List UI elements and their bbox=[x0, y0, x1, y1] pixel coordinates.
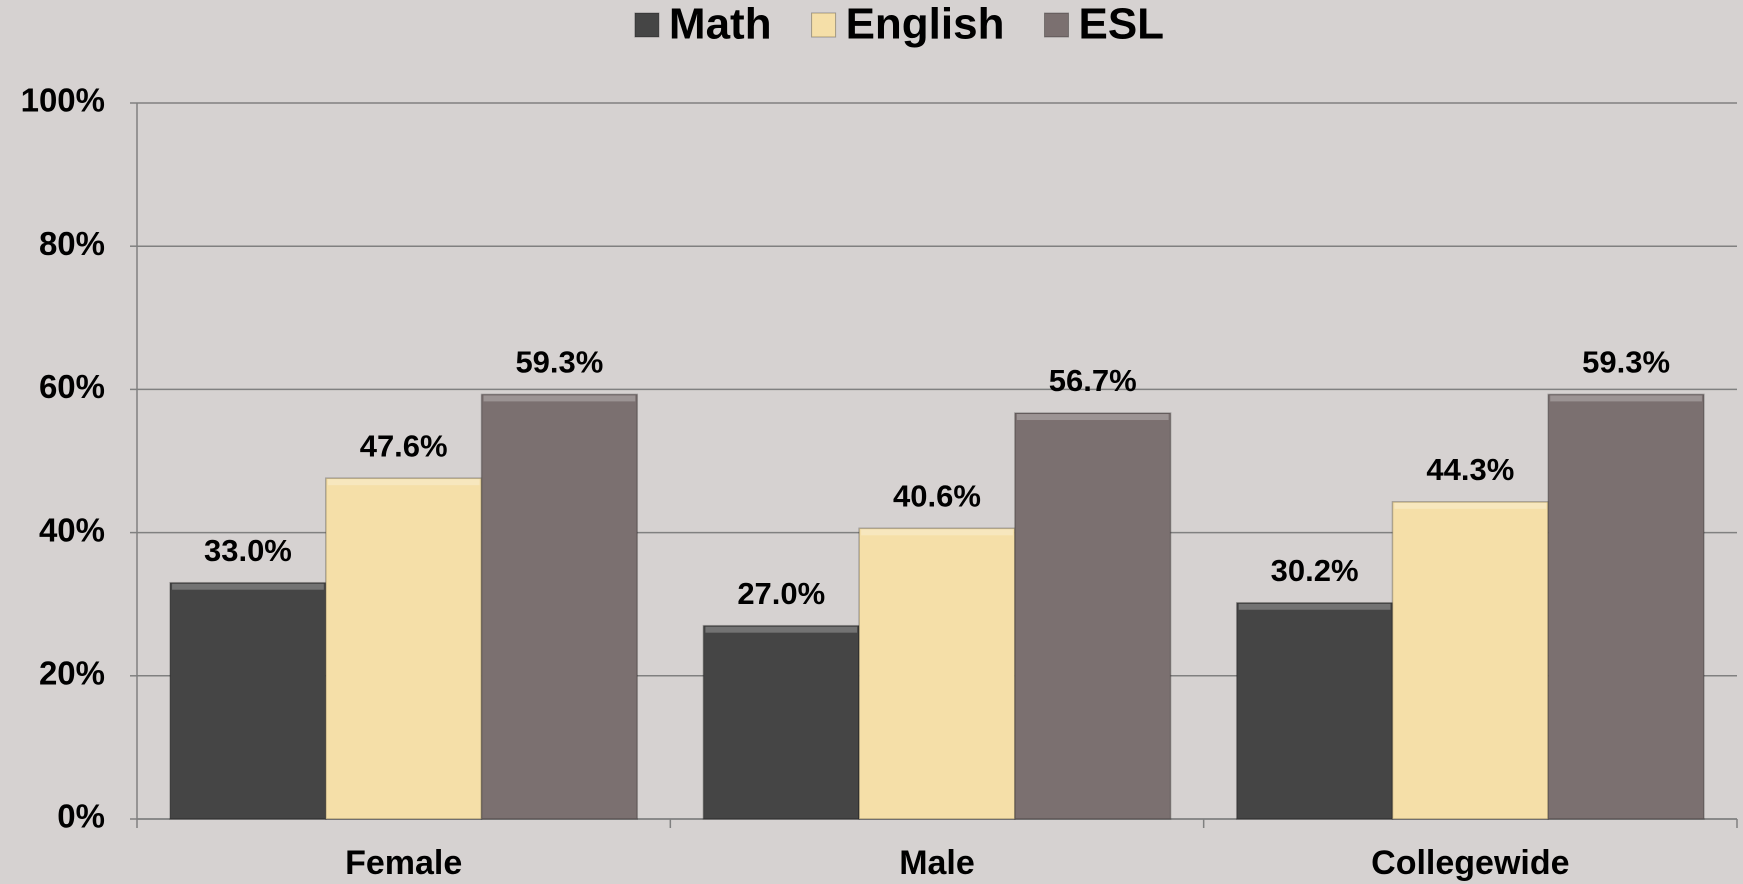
data-label: 40.6% bbox=[893, 478, 981, 513]
bar-highlight bbox=[1238, 603, 1391, 610]
data-label: 44.3% bbox=[1426, 452, 1514, 487]
legend-label: ESL bbox=[1078, 0, 1164, 49]
x-tick-label: Female bbox=[345, 844, 462, 882]
bar bbox=[480, 393, 639, 820]
bar-highlight bbox=[705, 626, 858, 633]
y-tick-label: 80% bbox=[39, 225, 105, 262]
y-tick-label: 20% bbox=[39, 655, 105, 692]
bar bbox=[1235, 602, 1394, 820]
legend-swatch bbox=[634, 12, 660, 38]
legend-swatch bbox=[1043, 12, 1069, 38]
bar-highlight bbox=[861, 529, 1013, 536]
data-label: 59.3% bbox=[1582, 345, 1670, 380]
bar-highlight bbox=[1550, 395, 1702, 402]
y-tick-label: 0% bbox=[57, 798, 105, 835]
y-tick-label: 100% bbox=[21, 82, 105, 119]
data-label: 33.0% bbox=[204, 533, 292, 568]
bar bbox=[1014, 412, 1172, 820]
bar-highlight bbox=[483, 395, 636, 402]
bar-highlight bbox=[1394, 502, 1547, 509]
y-tick-label: 60% bbox=[39, 368, 105, 405]
x-tick-label: Male bbox=[899, 844, 975, 882]
bar bbox=[325, 477, 483, 820]
legend-swatch bbox=[811, 12, 837, 38]
bar bbox=[169, 581, 327, 820]
data-label: 56.7% bbox=[1049, 363, 1137, 398]
bar bbox=[1391, 501, 1549, 820]
data-label: 59.3% bbox=[515, 345, 603, 380]
legend-label: English bbox=[846, 0, 1005, 49]
bar bbox=[858, 527, 1016, 820]
data-label: 47.6% bbox=[360, 428, 448, 463]
legend-label: Math bbox=[669, 0, 772, 49]
bar-highlight bbox=[327, 479, 480, 486]
y-tick-label: 40% bbox=[39, 511, 105, 548]
bar bbox=[702, 624, 860, 820]
bar bbox=[1547, 393, 1705, 820]
bar-highlight bbox=[172, 583, 324, 590]
x-tick-label: Collegewide bbox=[1371, 844, 1569, 882]
data-label: 30.2% bbox=[1271, 553, 1359, 588]
data-label: 27.0% bbox=[737, 576, 825, 611]
bar-highlight bbox=[1016, 414, 1169, 421]
